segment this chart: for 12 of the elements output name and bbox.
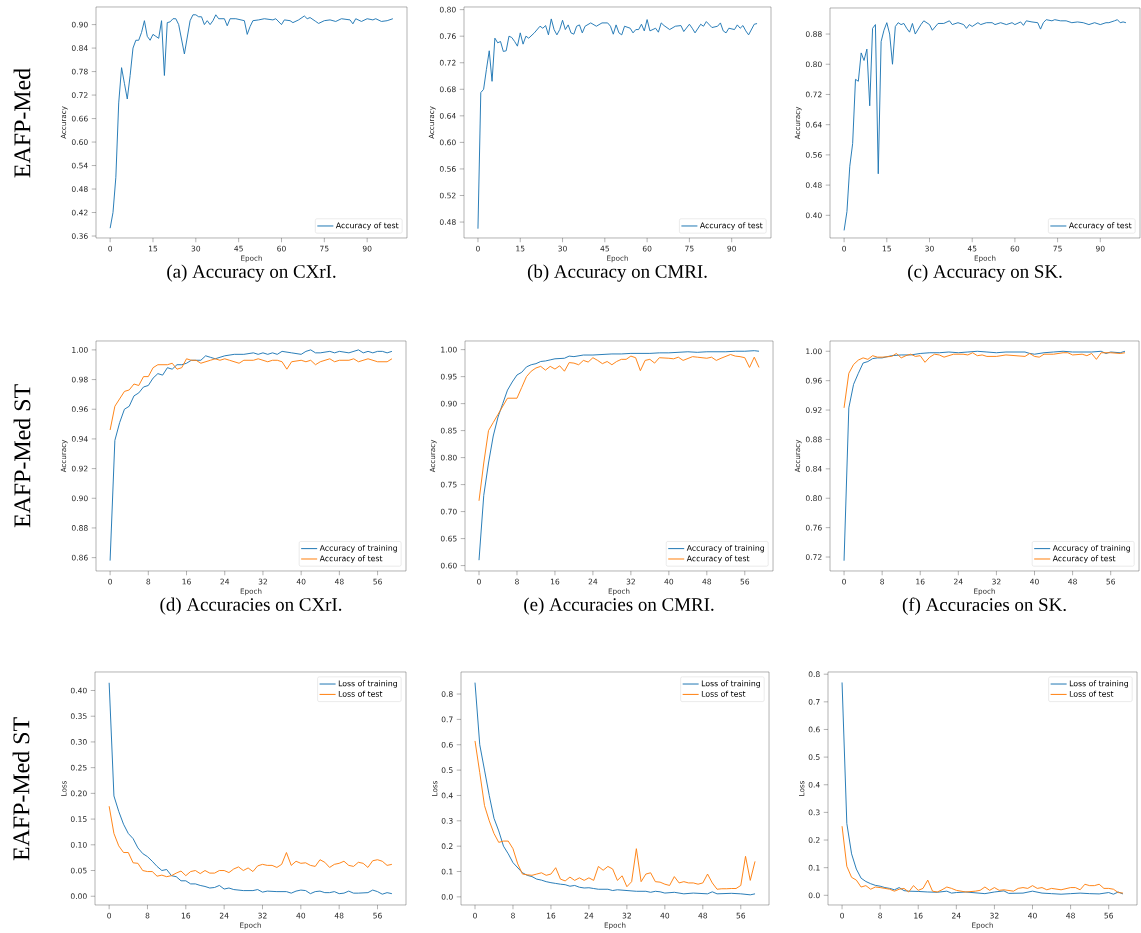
text: (e) Accuracies on CMRI. <box>524 597 714 615</box>
text: (f) Accuracies on SK. <box>902 597 1066 615</box>
text: EAFP-Med ST <box>12 717 30 861</box>
line-series <box>108 805 393 878</box>
text: (c) Accuracy on SK. <box>908 264 1062 282</box>
text: EAFP-Med <box>13 68 31 178</box>
line-series <box>474 740 756 890</box>
text: (a) Accuracy on CXrI. <box>167 264 336 282</box>
text: (d) Accuracies on CXrI. <box>160 597 342 615</box>
line-series <box>841 825 1124 894</box>
text: EAFP-Med ST <box>13 384 31 528</box>
text: (b) Accuracy on CMRI. <box>527 264 707 282</box>
